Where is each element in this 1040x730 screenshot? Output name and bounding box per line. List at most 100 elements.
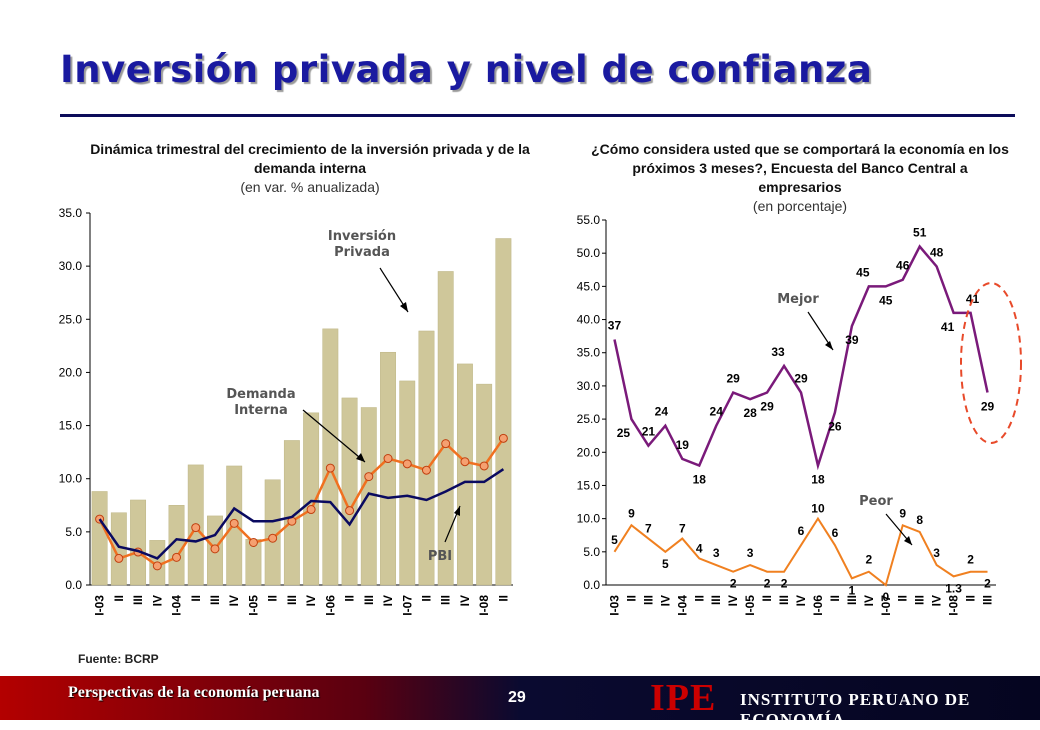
x-tick-label: II bbox=[760, 595, 774, 602]
right-chart-subtitle: (en porcentaje) bbox=[752, 198, 848, 214]
mejor-data-label: 37 bbox=[608, 318, 622, 332]
investment-bar bbox=[399, 380, 416, 586]
mejor-data-label: 51 bbox=[913, 226, 927, 240]
x-tick-label: IV bbox=[930, 595, 944, 606]
source-note: Fuente: BCRP bbox=[78, 652, 159, 666]
x-tick-label: IV bbox=[726, 595, 740, 606]
y-tick-label: 0.0 bbox=[65, 578, 82, 592]
page-number: 29 bbox=[508, 689, 526, 706]
demanda-line bbox=[98, 437, 505, 568]
peor-data-label: 0 bbox=[882, 590, 889, 604]
demanda-point bbox=[364, 472, 374, 482]
peor-data-label: 8 bbox=[916, 513, 923, 527]
footer-title: Perspectivas de la economía peruana bbox=[68, 684, 320, 701]
legend-peor-label: Peor bbox=[859, 494, 893, 509]
peor-data-label: 2 bbox=[865, 553, 872, 567]
x-tick-label: III bbox=[439, 595, 453, 605]
x-tick-label: III bbox=[913, 595, 927, 605]
institute-name: INSTITUTO PERUANO DE ECONOMÍA bbox=[740, 690, 971, 729]
y-tick-label: 30.0 bbox=[59, 259, 83, 273]
legend-demanda-arrow bbox=[302, 409, 366, 463]
x-tick-label: I-06 bbox=[323, 595, 337, 616]
legend-pbi-label: PBI bbox=[428, 549, 452, 564]
x-tick-label: II bbox=[266, 595, 280, 602]
x-tick-label: IV bbox=[227, 595, 241, 606]
pbi-line bbox=[98, 468, 505, 560]
demanda-point bbox=[191, 523, 201, 533]
y-tick-label: 45.0 bbox=[577, 279, 601, 293]
peor-data-label: 5 bbox=[662, 557, 669, 571]
peor-data-label: 10 bbox=[811, 502, 825, 516]
legend-inversion-arrowhead bbox=[400, 302, 408, 312]
demanda-point bbox=[325, 463, 335, 473]
legend-inversion-label-2: Privada bbox=[334, 245, 390, 260]
page-title: Inversión privada y nivel de confianza bbox=[60, 48, 873, 91]
peor-data-label: 2 bbox=[967, 553, 974, 567]
x-tick-label: I-07 bbox=[400, 595, 414, 616]
right-chart-title-text: ¿Cómo considera usted que se comportará … bbox=[591, 141, 1009, 195]
mejor-data-label: 29 bbox=[794, 372, 808, 386]
y-tick-label: 50.0 bbox=[577, 246, 601, 260]
mejor-data-label: 29 bbox=[726, 372, 740, 386]
peor-data-label: 3 bbox=[747, 546, 754, 560]
mejor-data-label: 24 bbox=[655, 405, 669, 419]
demanda-point bbox=[152, 561, 162, 571]
x-tick-label: III bbox=[208, 595, 222, 605]
mejor-data-label: 26 bbox=[828, 419, 842, 433]
x-tick-label: II bbox=[896, 595, 910, 602]
peor-data-label: 5 bbox=[611, 533, 618, 547]
y-tick-label: 25.0 bbox=[59, 312, 83, 326]
peor-data-label: 3 bbox=[933, 546, 940, 560]
x-tick-label: II bbox=[343, 595, 357, 602]
legend-demanda-label: Demanda bbox=[226, 387, 295, 402]
mejor-data-label: 21 bbox=[642, 425, 656, 439]
investment-bar bbox=[91, 491, 108, 586]
left-chart-title: Dinámica trimestral del crecimiento de l… bbox=[80, 140, 540, 197]
x-tick-label: III bbox=[845, 595, 859, 605]
peor-data-label: 6 bbox=[798, 524, 805, 538]
title-divider bbox=[60, 114, 1015, 117]
x-tick-label: II bbox=[496, 595, 510, 602]
x-tick-label: II bbox=[964, 595, 978, 602]
y-tick-label: 15.0 bbox=[59, 419, 83, 433]
x-tick-label: III bbox=[777, 595, 791, 605]
demanda-point bbox=[460, 457, 470, 467]
x-tick-label: IV bbox=[381, 595, 395, 606]
x-tick-label: I-06 bbox=[811, 595, 825, 616]
y-tick-label: 15.0 bbox=[577, 478, 601, 492]
y-tick-label: 25.0 bbox=[577, 412, 601, 426]
investment-bar bbox=[380, 351, 396, 586]
x-tick-label: III bbox=[131, 595, 145, 605]
y-tick-label: 10.0 bbox=[577, 512, 601, 526]
demanda-point bbox=[248, 537, 258, 547]
y-tick-label: 5.0 bbox=[583, 545, 600, 559]
mejor-data-label: 29 bbox=[981, 400, 995, 414]
x-tick-label: III bbox=[641, 595, 655, 605]
x-tick-label: III bbox=[362, 595, 376, 605]
footer-band bbox=[0, 676, 1040, 720]
x-tick-label: I-03 bbox=[607, 595, 621, 616]
legend-inversion-label: Inversión bbox=[328, 229, 396, 244]
right-chart-title: ¿Cómo considera usted que se comportará … bbox=[590, 140, 1010, 216]
x-tick-label: III bbox=[285, 595, 299, 605]
x-tick-label: II bbox=[624, 595, 638, 602]
mejor-data-label: 33 bbox=[771, 345, 785, 359]
investment-bar bbox=[283, 440, 300, 586]
demanda-point bbox=[383, 454, 393, 464]
peor-data-label: 3 bbox=[713, 546, 720, 560]
x-tick-label: II bbox=[828, 595, 842, 602]
x-tick-label: I-07 bbox=[879, 595, 893, 616]
legend-demanda-arrowhead bbox=[356, 453, 365, 462]
mejor-data-label: 46 bbox=[896, 259, 910, 273]
peor-data-label: 2 bbox=[764, 577, 771, 591]
demanda-point bbox=[441, 439, 451, 449]
demanda-point bbox=[268, 533, 278, 543]
peor-data-label: 9 bbox=[899, 506, 906, 520]
mejor-data-label: 25 bbox=[617, 426, 631, 440]
investment-bar bbox=[303, 412, 320, 586]
x-tick-label: IV bbox=[304, 595, 318, 606]
highlight-ellipse bbox=[960, 282, 1022, 444]
y-tick-label: 30.0 bbox=[577, 379, 601, 393]
peor-data-label: 4 bbox=[696, 541, 703, 555]
